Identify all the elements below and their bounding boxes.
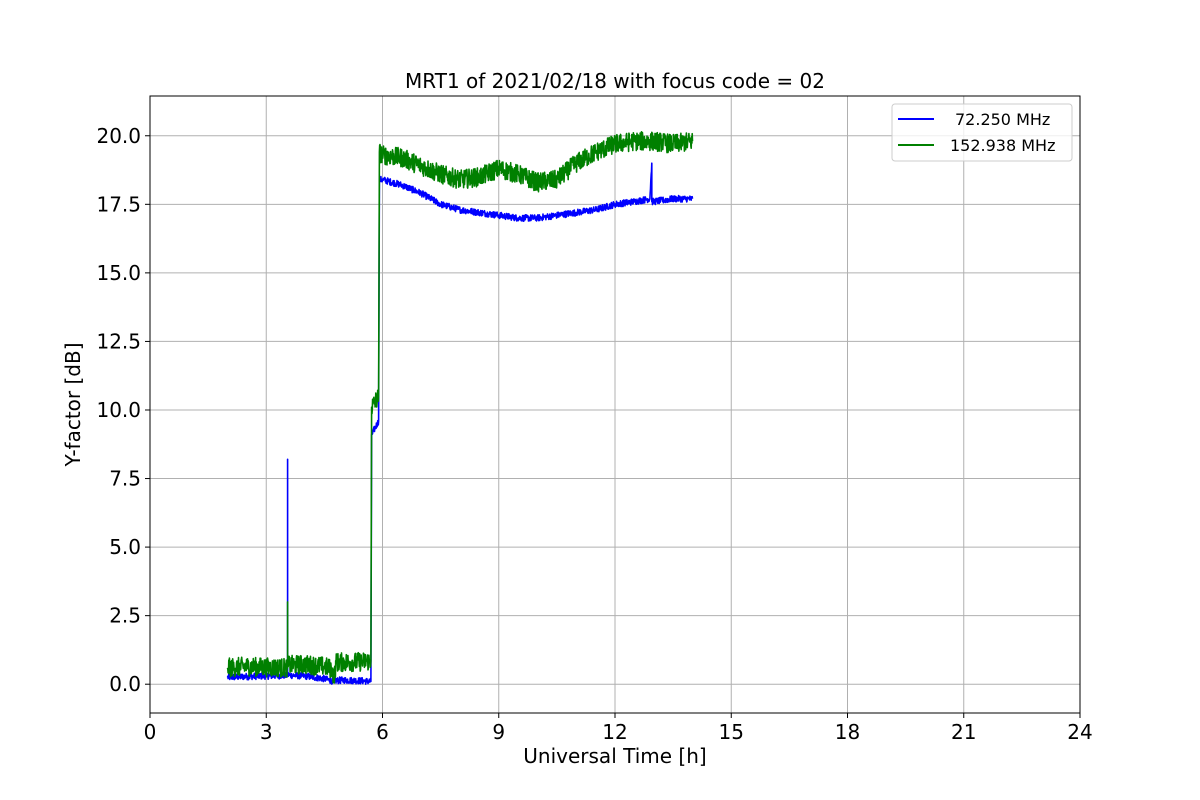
y-tick-label: 7.5 <box>109 467 141 491</box>
x-tick-label: 9 <box>492 720 505 744</box>
x-tick-label: 24 <box>1067 720 1092 744</box>
x-tick-label: 12 <box>602 720 627 744</box>
axis-ticks: 0 3 6 9 12 15 18 21 24 0.0 2.5 5.0 7.5 10.0 12.5 15.0 17… <box>96 124 1092 744</box>
x-tick-label: 15 <box>719 720 744 744</box>
x-tick-label: 18 <box>835 720 860 744</box>
y-tick-label: 5.0 <box>109 535 141 559</box>
y-tick-label: 15.0 <box>96 261 141 285</box>
y-tick-label: 2.5 <box>109 604 141 628</box>
legend: 72.250 MHz 152.938 MHz <box>891 103 1073 162</box>
legend-box <box>891 103 1073 162</box>
plot-series <box>226 131 694 685</box>
x-tick-label: 0 <box>144 720 157 744</box>
y-tick-label: 0.0 <box>109 672 141 696</box>
series-line-1 <box>226 131 694 684</box>
y-tick-label: 12.5 <box>96 329 141 353</box>
y-tick-label: 20.0 <box>96 124 141 148</box>
legend-label-152mhz: 152.938 MHz <box>950 136 1055 155</box>
series-line-0 <box>226 162 694 685</box>
chart-title: MRT1 of 2021/02/18 with focus code = 02 <box>405 69 825 93</box>
y-tick-label: 10.0 <box>96 398 141 422</box>
x-tick-label: 6 <box>376 720 389 744</box>
x-tick-label: 21 <box>951 720 976 744</box>
legend-label-72mhz: 72.250 MHz <box>955 110 1050 129</box>
x-axis-label: Universal Time [h] <box>523 744 706 768</box>
y-tick-label: 17.5 <box>96 192 141 216</box>
x-tick-label: 3 <box>260 720 273 744</box>
y-axis-label: Y-factor [dB] <box>61 342 85 467</box>
